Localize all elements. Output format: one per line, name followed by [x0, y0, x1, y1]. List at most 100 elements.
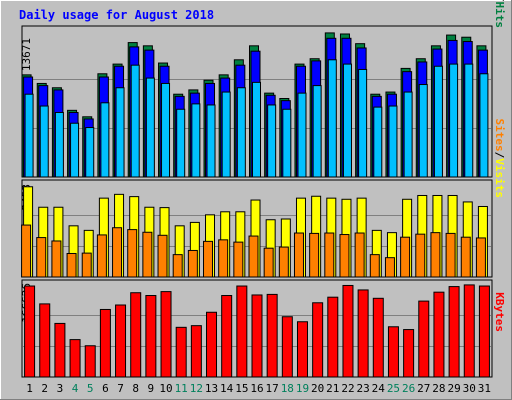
- x-tick-label-day-17: 17: [266, 382, 279, 395]
- x-tick-label-day-29: 29: [447, 382, 460, 395]
- bar-pages-day-9: [145, 77, 155, 178]
- bar-pages-day-16: [252, 81, 261, 178]
- bar-kbytes-day-9: [145, 295, 157, 378]
- bar-sites-day-14: [218, 239, 229, 278]
- bar-sites-day-8: [127, 229, 138, 278]
- bar-pages-day-12: [191, 103, 201, 178]
- x-tick-label-day-9: 9: [148, 382, 155, 395]
- bar-sites-day-4: [66, 252, 77, 278]
- bar-kbytes-day-3: [54, 322, 66, 378]
- x-tick-label-day-14: 14: [220, 382, 234, 395]
- bar-pages-day-29: [449, 63, 459, 178]
- bar-kbytes-day-30: [463, 284, 475, 378]
- bar-sites-day-25: [384, 257, 395, 278]
- legend-hits: Hits: [493, 2, 506, 29]
- bar-pages-day-23: [358, 68, 368, 178]
- bar-pages-day-31: [479, 73, 489, 178]
- bar-pages-day-2: [39, 105, 49, 178]
- x-tick-label-day-2: 2: [41, 382, 48, 395]
- x-tick-label-day-31: 31: [478, 382, 491, 395]
- x-tick-label-day-10: 10: [159, 382, 172, 395]
- bar-kbytes-day-27: [418, 300, 430, 378]
- bar-pages-day-18: [282, 108, 292, 178]
- x-tick-label-day-27: 27: [417, 382, 430, 395]
- bar-pages-day-5: [85, 127, 95, 178]
- bar-kbytes-day-1: [24, 285, 36, 378]
- bar-kbytes-day-14: [221, 295, 233, 378]
- bar-pages-day-20: [312, 85, 322, 178]
- bar-pages-day-22: [342, 63, 352, 178]
- bar-sites-day-16: [248, 235, 259, 278]
- x-tick-label-day-3: 3: [57, 382, 64, 395]
- x-tick-label-day-22: 22: [341, 382, 354, 395]
- bar-sites-day-6: [96, 234, 107, 278]
- bar-pages-day-19: [297, 92, 307, 178]
- bar-kbytes-day-12: [190, 325, 202, 378]
- bar-pages-day-28: [433, 65, 443, 178]
- bar-sites-day-26: [400, 236, 411, 278]
- bar-kbytes-day-19: [296, 321, 308, 378]
- x-tick-label-day-12: 12: [190, 382, 203, 395]
- bar-pages-day-26: [403, 91, 413, 178]
- legend-sites: Sites: [493, 119, 506, 152]
- bar-sites-day-27: [415, 233, 426, 278]
- bar-kbytes-day-17: [266, 293, 278, 378]
- bar-sites-day-3: [51, 240, 62, 278]
- bar-kbytes-day-10: [160, 291, 172, 378]
- bar-sites-day-2: [36, 237, 47, 278]
- bar-sites-day-10: [157, 234, 168, 278]
- x-tick-label-day-5: 5: [87, 382, 94, 395]
- x-tick-label-day-23: 23: [357, 382, 370, 395]
- legend-sites-visits: Sites/Visits: [493, 119, 506, 199]
- bar-kbytes-day-25: [387, 326, 399, 378]
- bar-kbytes-day-21: [327, 296, 339, 378]
- x-tick-label-day-21: 21: [326, 382, 339, 395]
- x-tick-label-day-30: 30: [463, 382, 476, 395]
- x-tick-label-day-4: 4: [72, 382, 79, 395]
- kbytes-panel: 166626KBytes: [20, 279, 506, 378]
- x-tick-label-day-26: 26: [402, 382, 415, 395]
- bar-kbytes-day-31: [478, 285, 490, 378]
- bar-kbytes-day-24: [372, 297, 384, 378]
- bar-kbytes-day-22: [342, 284, 354, 378]
- bar-pages-day-15: [236, 87, 246, 178]
- bar-kbytes-day-13: [206, 311, 218, 378]
- bar-kbytes-day-8: [130, 292, 142, 378]
- x-tick-label-day-19: 19: [296, 382, 309, 395]
- x-tick-label-day-7: 7: [117, 382, 124, 395]
- y-max-label-hits: 13671: [20, 38, 33, 71]
- chart-title: Daily usage for August 2018: [19, 8, 214, 22]
- bar-sites-day-5: [81, 252, 92, 278]
- bar-pages-day-24: [373, 106, 383, 178]
- bar-sites-day-1: [21, 224, 32, 278]
- bar-pages-day-14: [221, 91, 231, 178]
- bar-sites-day-17: [263, 247, 274, 278]
- hits-files-pages-panel: 13671 Pages/Files/Hits: [20, 0, 506, 178]
- bar-sites-day-20: [309, 232, 320, 278]
- bar-sites-day-30: [460, 236, 471, 278]
- x-tick-label-day-6: 6: [102, 382, 109, 395]
- bar-kbytes-day-18: [281, 316, 293, 378]
- bar-pages-day-30: [464, 63, 474, 178]
- bar-pages-day-10: [161, 82, 171, 178]
- bar-kbytes-day-5: [84, 345, 96, 378]
- x-tick-label-day-11: 11: [175, 382, 188, 395]
- bar-sites-day-28: [430, 232, 441, 278]
- bar-pages-day-4: [70, 122, 80, 178]
- bar-pages-day-17: [267, 104, 277, 178]
- bar-sites-day-23: [354, 232, 365, 278]
- bar-pages-day-11: [176, 108, 186, 178]
- bar-sites-day-11: [172, 254, 183, 278]
- legend-kbytes: KBytes: [493, 292, 506, 332]
- bar-kbytes-day-4: [69, 339, 81, 378]
- visits-sites-panel: 2453Sites/Visits: [20, 119, 506, 278]
- bar-sites-day-7: [112, 227, 123, 278]
- x-tick-label-day-13: 13: [205, 382, 218, 395]
- bar-kbytes-day-16: [251, 294, 263, 378]
- x-tick-label-day-28: 28: [432, 382, 445, 395]
- bar-kbytes-day-26: [403, 329, 415, 378]
- bar-sites-day-19: [293, 232, 304, 278]
- x-tick-label-day-16: 16: [250, 382, 263, 395]
- x-tick-label-day-1: 1: [26, 382, 33, 395]
